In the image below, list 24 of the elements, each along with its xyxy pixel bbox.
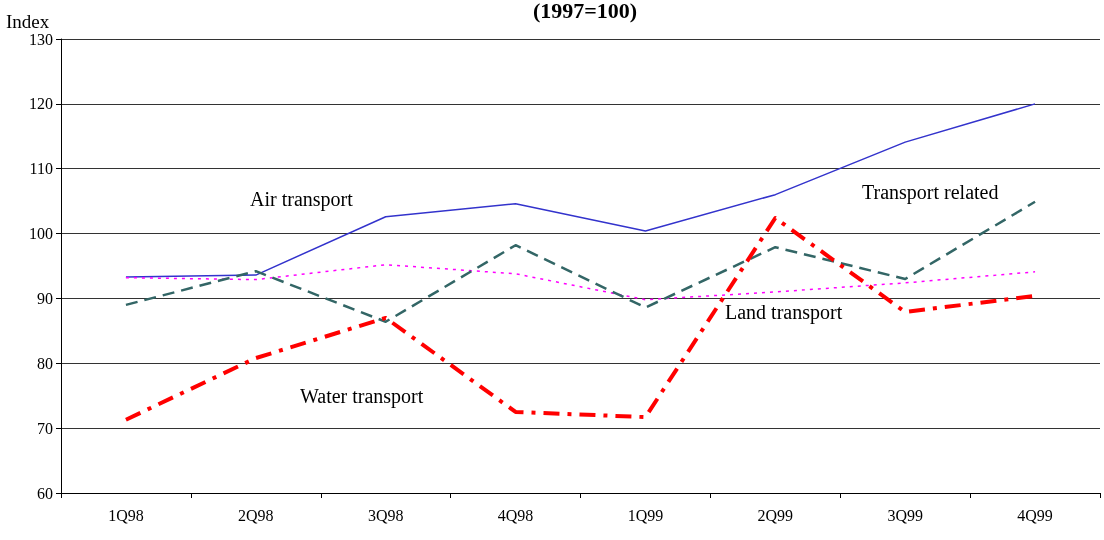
- series-label: Transport related: [862, 181, 999, 204]
- y-tick-label: 110: [29, 160, 53, 178]
- series-label: Air transport: [250, 188, 354, 211]
- line-series: [125, 103, 1036, 278]
- y-tick-label: 60: [37, 484, 53, 502]
- line-series: [125, 263, 1036, 301]
- x-tick-label: 1Q99: [627, 506, 664, 524]
- x-tick-label: 3Q98: [367, 506, 404, 524]
- series-label: Water transport: [300, 385, 424, 408]
- y-tick-label: 70: [37, 419, 53, 437]
- x-tick-label: 2Q99: [757, 506, 794, 524]
- y-tick-label: 130: [29, 30, 53, 48]
- y-tick-label: 120: [29, 95, 53, 113]
- y-tick-label: 90: [37, 289, 53, 307]
- x-tick-label: 4Q99: [1017, 506, 1053, 524]
- x-tick-label: 1Q98: [108, 506, 144, 524]
- x-tick-label: 4Q98: [497, 506, 534, 524]
- chart-title: (1997=100): [532, 0, 638, 23]
- y-tick-label: 80: [37, 354, 53, 372]
- x-tick-label: 3Q99: [887, 506, 923, 524]
- y-tick-label: 100: [29, 225, 53, 243]
- x-tick-label: 2Q98: [238, 506, 274, 524]
- y-axis-title: Index: [6, 11, 50, 33]
- series-label: Land transport: [725, 301, 843, 324]
